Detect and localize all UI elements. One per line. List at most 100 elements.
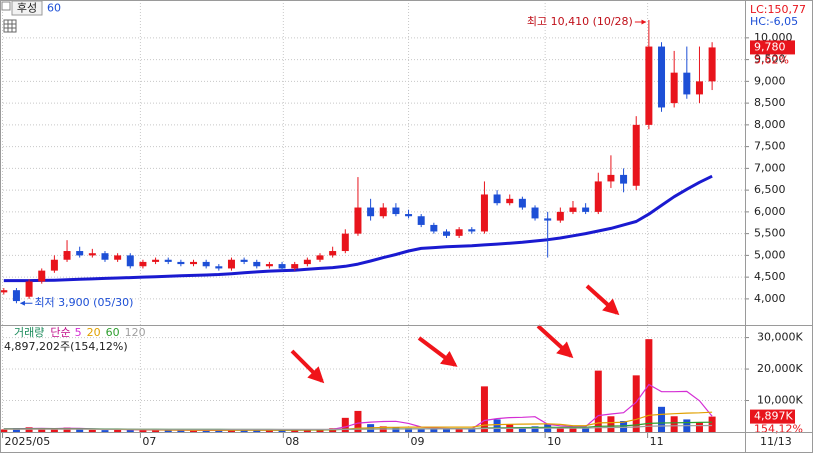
volume-ratio-label: 154,12% [754,423,803,436]
candle-body [442,231,450,236]
candle-body [278,264,286,269]
candle-body [493,194,501,204]
volume-bar [291,429,299,432]
y-tick-label: 30,000K [757,331,803,344]
candle-body [0,290,8,293]
x-tick-label: 2025/05 [5,435,51,448]
candle-body [708,47,716,82]
legend-entry: 60 [106,326,120,339]
candle-body [455,229,463,236]
volume-bar [430,429,438,432]
candle-body [480,194,488,232]
volume-bar [278,430,286,432]
volume-bar [215,430,223,432]
change-label: 5,62% [754,53,789,66]
volume-bar [582,427,590,432]
grid-icon[interactable] [3,19,17,33]
candle-body [607,174,615,182]
volume-bar [594,370,602,432]
candle-body [518,198,526,208]
volume-bar [405,428,413,432]
candle-body [101,253,109,260]
volume-bar [227,429,235,432]
volume-bar [695,422,703,432]
volume-bar [164,430,172,432]
candle-body [164,259,172,262]
y-tick-label: 4,000 [754,292,786,305]
callout-arrow [290,349,325,384]
lc-label: LC:150,77 [750,3,806,16]
candle-body [632,124,640,186]
low-label: 최저 3,900 (05/30) [34,296,133,309]
candle-body [253,261,261,267]
volume-bar [202,430,210,432]
menu-icon[interactable] [1,1,11,11]
candle-body [177,261,185,265]
candle-body [417,216,425,225]
volume-bar [303,429,311,432]
candle-body [76,251,84,256]
volume-bar [152,430,160,432]
volume-bar [114,429,122,432]
volume-bar [354,410,362,432]
x-tick-label: 09 [411,435,425,448]
candle-body [316,255,324,260]
candle-body [240,259,248,262]
y-tick-label: 5,500 [754,227,786,240]
candle-body [50,259,58,271]
volume-bar [569,428,577,432]
volume-bar [88,429,96,432]
candle-body [114,255,122,260]
volume-bar [480,386,488,432]
legend-entry: 20 [87,326,101,339]
volume-bar [0,429,8,432]
volume-average [3,424,713,430]
candle-body [392,207,400,215]
candle-body [139,261,147,267]
candle-body [227,259,235,269]
candle-body [556,211,564,221]
last-volume-label: 4,897K [754,410,793,423]
last-date: 11/13 [760,435,792,448]
candle-body [215,266,223,269]
candle-body [379,207,387,217]
candle-body [582,207,590,212]
candle-body [126,255,134,267]
period: 60 [47,2,61,15]
x-tick-label: 10 [547,435,561,448]
y-tick-label: 4,500 [754,270,786,283]
candle-body [202,261,210,267]
volume-bar [645,339,653,432]
candle-body [63,251,71,260]
candle-body [12,290,20,302]
candle-body [88,253,96,256]
volume-subtitle: 4,897,202주(154,12%) [4,340,128,353]
last-price-label: 9,780 [754,40,786,53]
y-tick-label: 9,500 [754,53,786,66]
candle-body [341,233,349,252]
x-tick-label: 08 [285,435,299,448]
volume-bar [253,430,261,432]
volume-bar [658,406,666,432]
legend-entry: 5 [75,326,82,339]
stock-name[interactable]: 후성 [17,2,37,15]
y-tick-label: 20,000K [757,362,803,375]
volume-bar [38,428,46,432]
y-tick-label: 10,000K [757,394,803,407]
volume-bar [632,375,640,432]
callout-arrow [585,284,620,316]
last-volume-tag [750,409,795,424]
candle-body [594,181,602,212]
candle-body [658,46,666,108]
candle-body [620,174,628,184]
x-tick-label: 07 [142,435,156,448]
y-tick-label: 6,500 [754,183,786,196]
y-tick-label: 9,000 [754,74,786,87]
volume-bar [12,428,20,432]
volume-bar [50,429,58,432]
candle-body [544,218,552,221]
volume-bar [392,427,400,432]
candle-body [645,46,653,125]
candle-body [683,72,691,95]
